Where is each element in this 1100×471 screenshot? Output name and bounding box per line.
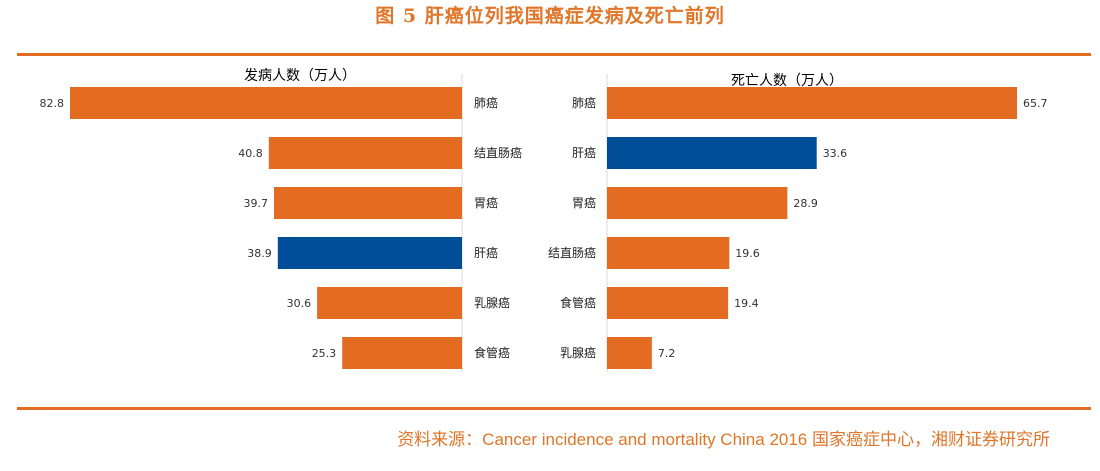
incidence-value-label: 38.9	[247, 247, 272, 260]
incidence-bar	[342, 337, 462, 369]
mortality-bar	[607, 287, 729, 319]
mortality-bar	[607, 237, 730, 269]
mortality-category-label: 结直肠癌	[548, 245, 596, 260]
mortality-value-label: 7.2	[658, 347, 676, 360]
mortality-category-label: 肺癌	[572, 95, 596, 110]
incidence-category-label: 结直肠癌	[474, 145, 522, 160]
incidence-title: 发病人数（万人）	[244, 68, 356, 84]
incidence-category-label: 胃癌	[474, 195, 498, 210]
incidence-bar	[268, 137, 462, 169]
incidence-value-label: 40.8	[238, 147, 263, 160]
mortality-bar	[607, 187, 788, 219]
mortality-value-label: 33.6	[823, 147, 848, 160]
incidence-value-label: 25.3	[312, 347, 337, 360]
mortality-category-label: 胃癌	[572, 195, 596, 210]
mortality-category-label: 食管癌	[560, 295, 596, 310]
incidence-bar	[70, 87, 462, 119]
incidence-category-label: 乳腺癌	[474, 295, 510, 310]
incidence-bar	[317, 287, 462, 319]
mortality-category-label: 乳腺癌	[560, 345, 596, 360]
mortality-value-label: 19.6	[735, 247, 760, 260]
mortality-category-label: 肝癌	[572, 145, 596, 160]
top-rule	[17, 53, 1091, 56]
incidence-category-label: 食管癌	[474, 345, 510, 360]
incidence-value-label: 39.7	[244, 197, 269, 210]
mortality-title: 死亡人数（万人）	[731, 73, 843, 89]
mortality-bar	[607, 137, 817, 169]
incidence-bar	[277, 237, 462, 269]
mortality-series: 65.7 肺癌 33.6 肝癌 28.9 胃癌 19.6 结直肠癌 19.4 食管癌 7.2 乳腺癌	[548, 87, 1048, 369]
incidence-category-label: 肝癌	[474, 245, 498, 260]
incidence-value-label: 30.6	[287, 297, 312, 310]
incidence-value-label: 82.8	[40, 97, 65, 110]
mortality-bar	[607, 337, 652, 369]
bottom-rule	[17, 407, 1091, 410]
source-note: 资料来源：Cancer incidence and mortality Chin…	[397, 430, 1050, 449]
incidence-bar	[274, 187, 462, 219]
mortality-value-label: 65.7	[1023, 97, 1048, 110]
incidence-series: 82.8 肺癌 40.8 结直肠癌 39.7 胃癌 38.9 肝癌 30.6 乳腺癌 25.3 食管癌	[40, 87, 522, 369]
incidence-category-label: 肺癌	[474, 95, 498, 110]
mortality-bar	[607, 87, 1017, 119]
mortality-value-label: 28.9	[793, 197, 818, 210]
page-title: 图 5 肝癌位列我国癌症发病及死亡前列	[375, 5, 725, 27]
mortality-value-label: 19.4	[734, 297, 759, 310]
